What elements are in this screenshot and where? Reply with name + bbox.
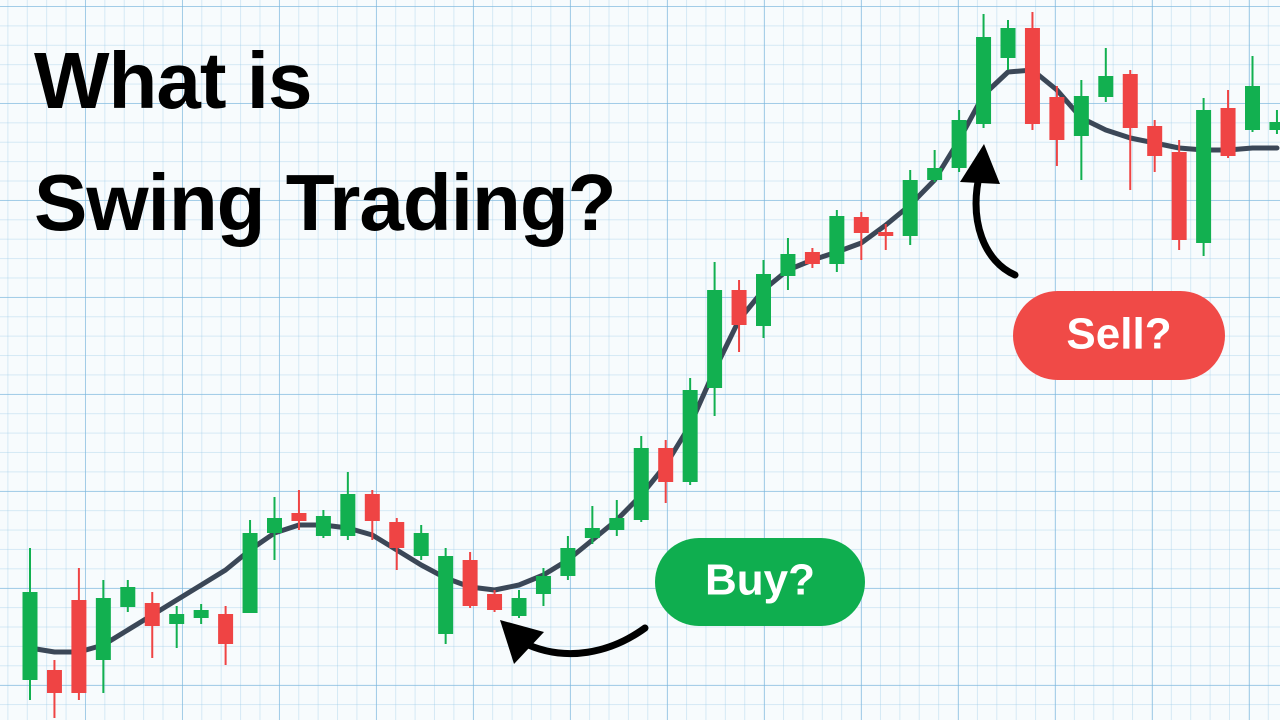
candle-body: [267, 518, 282, 533]
candle-body: [340, 494, 356, 536]
candle-body: [780, 254, 796, 276]
candle-body: [853, 217, 869, 233]
buy-arrow: [500, 620, 649, 664]
candle-body: [1196, 110, 1212, 243]
candle-body: [1098, 76, 1114, 97]
candle-body: [1220, 108, 1236, 156]
candle-body: [120, 587, 136, 607]
candle-body: [1269, 122, 1280, 130]
trend-line: [27, 67, 1280, 655]
candle-body: [438, 556, 454, 634]
candle-body: [902, 180, 918, 236]
candle-body: [46, 670, 62, 693]
candle-body: [560, 548, 576, 576]
candle-body: [487, 594, 503, 610]
candle-body: [218, 614, 234, 644]
candle-body: [1049, 97, 1065, 140]
candle-body: [707, 290, 723, 388]
candle-body: [71, 600, 87, 693]
candle-body: [1024, 28, 1040, 124]
candle-body: [609, 518, 625, 530]
pill-text: Sell?: [1066, 310, 1171, 359]
pill: [655, 538, 865, 626]
arrow-head: [500, 620, 544, 664]
candle-body: [756, 274, 771, 326]
candle-body: [511, 598, 527, 616]
buy-label: Buy?: [655, 538, 865, 626]
candles: [22, 12, 1280, 718]
candle-body: [1122, 74, 1138, 128]
candle-body: [535, 576, 551, 594]
arrow-shaft: [518, 624, 649, 657]
candle-body: [658, 448, 674, 482]
candle-body: [462, 560, 478, 606]
candle-body: [193, 610, 209, 618]
candle-body: [976, 37, 992, 124]
candle-body: [951, 120, 967, 168]
candle-body: [169, 614, 185, 624]
candle-body: [878, 232, 894, 236]
arrow-head: [960, 144, 1000, 184]
candle-body: [95, 598, 111, 660]
candle-body: [804, 252, 820, 264]
title-line: Swing Trading?: [34, 158, 616, 247]
candle-body: [1171, 152, 1187, 240]
candle-body: [1073, 96, 1089, 136]
candle-body: [364, 494, 380, 521]
candle-body: [291, 513, 307, 521]
title-line: What is: [34, 36, 311, 125]
candle-body: [829, 216, 845, 264]
candle-body: [682, 390, 698, 482]
arrow-shaft: [972, 168, 1019, 279]
pill: [1013, 291, 1225, 380]
candle-body: [144, 603, 160, 626]
candle-body: [1147, 126, 1163, 156]
candle-body: [584, 528, 600, 538]
sell-label: Sell?: [1013, 291, 1225, 380]
candle-body: [413, 533, 429, 556]
candle-body: [22, 592, 38, 680]
candle-body: [927, 168, 943, 180]
candle-body: [1245, 86, 1260, 130]
candle-body: [242, 533, 258, 613]
candle-body: [731, 290, 747, 325]
sell-arrow: [960, 144, 1019, 279]
pill-text: Buy?: [705, 556, 815, 605]
candle-body: [389, 522, 405, 548]
candle-body: [315, 516, 331, 536]
candle-body: [1000, 28, 1016, 58]
candle-body: [633, 448, 649, 520]
